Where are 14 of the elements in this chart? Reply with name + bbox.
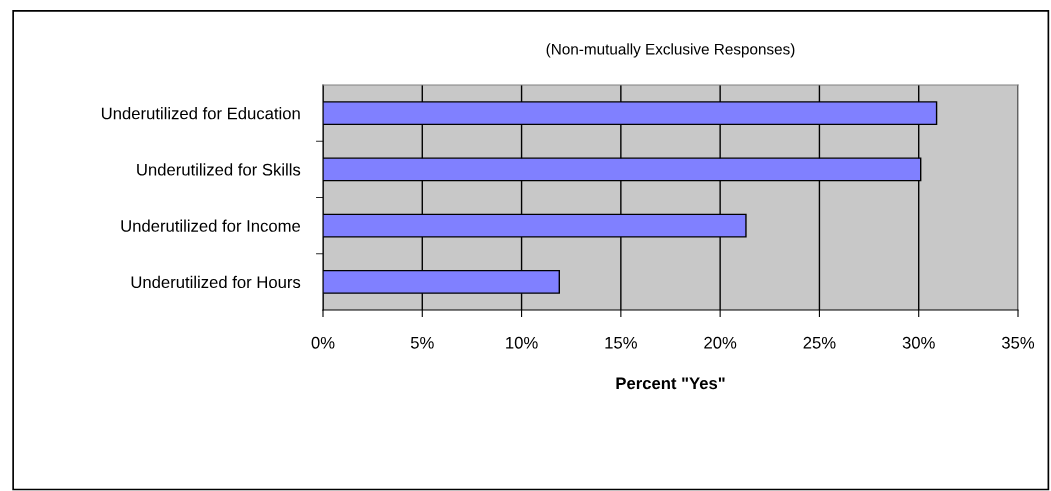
y-tick-label: Underutilized for Hours — [131, 275, 301, 289]
x-tick-label: 35% — [1001, 336, 1035, 349]
x-tick-label: 0% — [311, 336, 335, 349]
x-tick-label: 10% — [506, 336, 538, 349]
chart-subtitle: (Non-mutually Exclusive Responses) — [546, 43, 795, 58]
y-tick-label: Underutilized for Income — [121, 219, 301, 232]
x-tick-label: 5% — [410, 336, 434, 349]
x-tick-label: 20% — [704, 336, 737, 349]
x-axis-title: Percent "Yes" — [616, 377, 725, 390]
y-tick-label: Underutilized for Education — [101, 107, 300, 120]
x-tick-label: 25% — [803, 336, 836, 349]
x-tick-label: 30% — [902, 336, 935, 349]
y-tick-label: Underutilized for Skills — [137, 163, 301, 176]
x-tick-label: 15% — [605, 336, 637, 349]
